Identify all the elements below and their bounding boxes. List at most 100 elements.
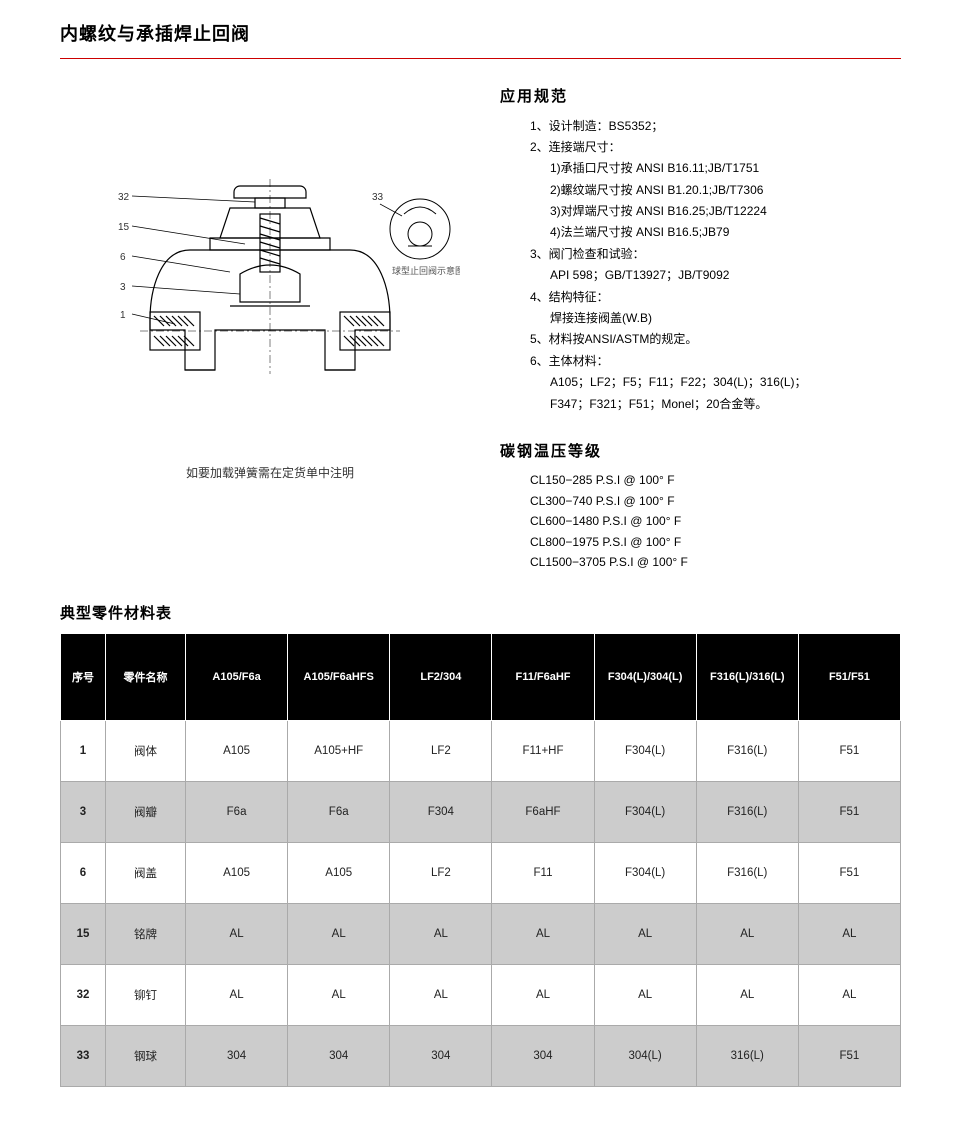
th-col: F11/F6aHF (492, 634, 594, 721)
cell: 阀盖 (106, 843, 186, 904)
cell: AL (492, 965, 594, 1026)
th-col: LF2/304 (390, 634, 492, 721)
cell: F6aHF (492, 782, 594, 843)
cell: A105 (186, 721, 288, 782)
cell: AL (186, 904, 288, 965)
upper-section: 32 15 6 3 1 33 球型止回阀示意图 如要加载弹簧需在定货单中注明 应… (60, 84, 901, 572)
th-col: F316(L)/316(L) (696, 634, 798, 721)
cell: 304 (186, 1026, 288, 1087)
table-row: 15 铭牌 AL AL AL AL AL AL AL (61, 904, 901, 965)
spec-subline: F347；F321；F51；Monel；20合金等。 (500, 394, 901, 414)
table-row: 6 阀盖 A105 A105 LF2 F11 F304(L) F316(L) F… (61, 843, 901, 904)
cell: F304 (390, 782, 492, 843)
cell: A105+HF (288, 721, 390, 782)
table-header-row: 序号 零件名称 A105/F6a A105/F6aHFS LF2/304 F11… (61, 634, 901, 721)
spec-subline: 3)对焊端尺寸按 ANSI B16.25;JB/T12224 (500, 201, 901, 221)
spec-subline: 4)法兰端尺寸按 ANSI B16.5;JB79 (500, 222, 901, 242)
cell: F11+HF (492, 721, 594, 782)
callout-6: 6 (120, 252, 126, 263)
callout-32: 32 (118, 192, 130, 203)
pressure-line: CL600−1480 P.S.I @ 100° F (500, 511, 901, 531)
spec-subline: 1)承插口尺寸按 ANSI B16.11;JB/T1751 (500, 158, 901, 178)
cell: AL (186, 965, 288, 1026)
th-col: F51/F51 (798, 634, 900, 721)
cell: 33 (61, 1026, 106, 1087)
pressure-heading: 碳钢温压等级 (500, 439, 901, 465)
spec-line: 3、阀门检查和试验： (500, 244, 901, 264)
valve-diagram: 32 15 6 3 1 33 球型止回阀示意图 (80, 174, 460, 444)
detail-caption: 球型止回阀示意图 (392, 265, 460, 276)
pressure-line: CL800−1975 P.S.I @ 100° F (500, 532, 901, 552)
spec-line: 2、连接端尺寸： (500, 137, 901, 157)
cell: 304(L) (594, 1026, 696, 1087)
cell: F304(L) (594, 843, 696, 904)
cell: 316(L) (696, 1026, 798, 1087)
callout-1: 1 (120, 310, 126, 321)
cell: AL (696, 904, 798, 965)
cell: AL (288, 904, 390, 965)
info-column: 应用规范 1、设计制造：BS5352； 2、连接端尺寸： 1)承插口尺寸按 AN… (500, 84, 901, 572)
cell: AL (798, 904, 900, 965)
cell: LF2 (390, 721, 492, 782)
cell: AL (492, 904, 594, 965)
spec-subline: 焊接连接阀盖(W.B) (500, 308, 901, 328)
pressure-line: CL150−285 P.S.I @ 100° F (500, 470, 901, 490)
table-row: 3 阀瓣 F6a F6a F304 F6aHF F304(L) F316(L) … (61, 782, 901, 843)
cell: A105 (186, 843, 288, 904)
page-title: 内螺纹与承插焊止回阀 (60, 20, 901, 46)
cell: 304 (492, 1026, 594, 1087)
callout-15: 15 (118, 222, 130, 233)
cell: F316(L) (696, 721, 798, 782)
callout-3: 3 (120, 282, 126, 293)
cell: AL (798, 965, 900, 1026)
spec-line: 4、结构特征： (500, 287, 901, 307)
spec-line: 1、设计制造：BS5352； (500, 116, 901, 136)
cell: AL (390, 965, 492, 1026)
cell: 3 (61, 782, 106, 843)
cell: F316(L) (696, 843, 798, 904)
cell: F6a (288, 782, 390, 843)
spec-line: 6、主体材料： (500, 351, 901, 371)
cell: 304 (390, 1026, 492, 1087)
th-col: A105/F6a (186, 634, 288, 721)
pressure-line: CL1500−3705 P.S.I @ 100° F (500, 552, 901, 572)
cell: AL (594, 965, 696, 1026)
table-row: 32 铆钉 AL AL AL AL AL AL AL (61, 965, 901, 1026)
cell: 15 (61, 904, 106, 965)
cell: F51 (798, 843, 900, 904)
th-col: F304(L)/304(L) (594, 634, 696, 721)
cell: 6 (61, 843, 106, 904)
cell: 铆钉 (106, 965, 186, 1026)
cell: F316(L) (696, 782, 798, 843)
cell: 阀体 (106, 721, 186, 782)
diagram-column: 32 15 6 3 1 33 球型止回阀示意图 如要加载弹簧需在定货单中注明 (60, 84, 480, 572)
cell: AL (696, 965, 798, 1026)
spec-subline: API 598；GB/T13927；JB/T9092 (500, 265, 901, 285)
cell: F304(L) (594, 782, 696, 843)
materials-table-title: 典型零件材料表 (60, 602, 901, 623)
diagram-caption: 如要加载弹簧需在定货单中注明 (186, 464, 354, 481)
th-seq: 序号 (61, 634, 106, 721)
table-row: 33 钢球 304 304 304 304 304(L) 316(L) F51 (61, 1026, 901, 1087)
cell: AL (288, 965, 390, 1026)
callout-33: 33 (372, 192, 384, 203)
pressure-line: CL300−740 P.S.I @ 100° F (500, 491, 901, 511)
cell: F6a (186, 782, 288, 843)
cell: A105 (288, 843, 390, 904)
cell: 1 (61, 721, 106, 782)
cell: F51 (798, 1026, 900, 1087)
table-row: 1 阀体 A105 A105+HF LF2 F11+HF F304(L) F31… (61, 721, 901, 782)
cell: LF2 (390, 843, 492, 904)
cell: AL (594, 904, 696, 965)
cell: 钢球 (106, 1026, 186, 1087)
th-name: 零件名称 (106, 634, 186, 721)
divider-red (60, 58, 901, 59)
cell: F51 (798, 782, 900, 843)
cell: 304 (288, 1026, 390, 1087)
cell: 阀瓣 (106, 782, 186, 843)
cell: F11 (492, 843, 594, 904)
cell: F51 (798, 721, 900, 782)
materials-table: 序号 零件名称 A105/F6a A105/F6aHFS LF2/304 F11… (60, 633, 901, 1087)
cell: F304(L) (594, 721, 696, 782)
th-col: A105/F6aHFS (288, 634, 390, 721)
